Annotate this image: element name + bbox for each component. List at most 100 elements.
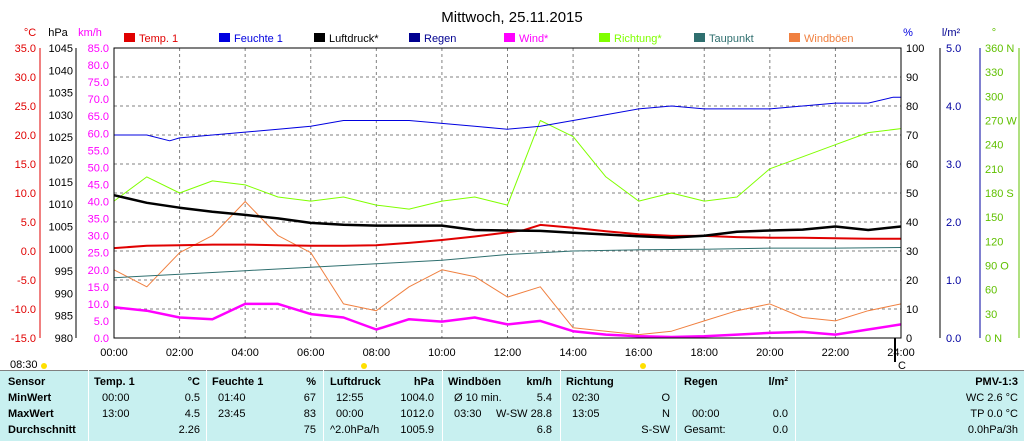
temp-tick-label: 25.0 [15,101,36,113]
pressure-unit-label: hPa [48,27,68,39]
series-line-luftdruck [113,193,902,239]
axis-unit-labels: °C hPa km/h% l/m² ° [24,27,996,39]
gusts-max-direction: W-SW [496,408,528,420]
direction-tick-label: 210 [985,164,1003,176]
legend-label: Temp. 1 [139,33,178,45]
time-tick-label: 08:00 [363,347,391,359]
row-label-avg: Durchschnitt [8,424,76,436]
rain-total: 0.0 [772,424,788,436]
legend-swatch [694,33,705,42]
time-tick-label: 02:00 [166,347,194,359]
time-marker-icon [361,363,367,369]
right-axes: 10090807060504030201005.04.03.02.01.00.0… [906,43,1020,345]
pressure-tick-label: 1015 [49,177,73,189]
legend-swatch [599,33,610,42]
temp-max-time: 13:00 [102,408,130,420]
time-tick-label: 20:00 [756,347,784,359]
temp-tick-label: -10.0 [11,304,36,316]
direction-tick-label: 330 [985,67,1003,79]
wind-tick-label: 70.0 [88,94,109,106]
direction-tick-label: 60 [985,285,997,297]
chart-grid [114,48,901,338]
humidity-max: 83 [303,408,316,420]
humidity-tick-label: 40 [906,217,918,229]
humidity-tick-label: 10 [906,304,918,316]
pressure-max: 1012.0 [400,408,434,420]
direction-tick-label: 180 S [985,188,1014,200]
humidity-tick-label: 70 [906,130,918,142]
temp-title: Temp. 1 [94,376,135,388]
humidity-tick-label: 0 [906,333,912,345]
row-label-sensor: Sensor [8,376,46,388]
weather-chart: Mittwoch, 25.11.2015 Temp. 1 Feuchte 1 Luf… [10,9,1020,370]
pressure-tick-label: 1005 [49,221,73,233]
direction-tick-label: 0 N [985,333,1002,345]
series-line-windb-en [113,201,902,336]
time-tick-label: 12:00 [494,347,522,359]
direction-tick-label: 300 [985,91,1003,103]
start-time: 08:30 [10,359,38,370]
rain-tick-label: 3.0 [946,159,961,171]
pressure-tick-label: 990 [55,288,73,300]
direction-max-time: 13:05 [572,408,600,420]
gusts-avg: 6.8 [536,424,552,436]
time-tick-label: 04:00 [231,347,259,359]
pressure-tick-label: 1035 [49,88,73,100]
temp-tick-label: 15.0 [15,159,36,171]
direction-tick-label: 360 N [985,43,1014,55]
pressure-tick-label: 1045 [49,43,73,55]
pressure-unit: hPa [413,376,434,388]
time-axis: 00:00 02:00 04:00 06:00 08:00 10:00 12:00 14:00… [100,347,915,359]
gusts-unit: km/h [526,376,552,388]
column-separator [560,370,561,441]
time-tick-label: 24:00 [887,347,915,359]
rain-tick-label: 2.0 [946,217,961,229]
wind-tick-label: 50.0 [88,162,109,174]
humidity-title: Feuchte 1 [212,376,264,388]
legend-swatch [789,33,800,42]
temp-max: 4.5 [184,408,200,420]
legend-label: Feuchte 1 [234,33,283,45]
direction-tick-label: 270 W [985,116,1017,128]
wind-tick-label: 55.0 [88,145,109,157]
time-tick-label: 00:00 [100,347,128,359]
temp-tick-label: 0.0 [21,246,36,258]
pressure-tick-label: 1030 [49,110,73,122]
direction-tick-label: 150 [985,212,1003,224]
column-separator [676,370,677,441]
wind-tick-label: 80.0 [88,60,109,72]
pmv-dewpoint: TP 0.0 °C [970,408,1018,420]
humidity-max-time: 23:45 [218,408,246,420]
pressure-tick-label: 1000 [49,244,73,256]
wind-tick-label: 5.0 [94,316,109,328]
pressure-max-time: 00:00 [336,408,364,420]
end-marker: C [898,360,906,370]
temp-tick-label: 10.0 [15,188,36,200]
legend-swatch [409,33,420,42]
legend-swatch [219,33,230,42]
column-separator [206,370,207,441]
humidity-tick-label: 80 [906,101,918,113]
time-marker-icon [640,363,646,369]
humidity-min: 67 [303,392,316,404]
humidity-min-time: 01:40 [218,392,246,404]
direction-tick-label: 90 O [985,261,1009,273]
wind-tick-label: 35.0 [88,214,109,226]
wind-tick-label: 45.0 [88,179,109,191]
pressure-title: Luftdruck [330,376,381,388]
pmv-windchill: WC 2.6 °C [965,392,1018,404]
direction-unit-label: ° [992,27,996,39]
wind-tick-label: 10.0 [88,299,109,311]
statistics-table: Sensor MinWert MaxWert Durchschnitt Temp… [0,370,1024,441]
chart-title: Mittwoch, 25.11.2015 [441,9,582,26]
series-line-taupunkt [113,247,902,279]
legend-label: Luftdruck* [329,33,379,45]
table-top-border [0,370,1024,371]
pressure-tick-label: 985 [55,311,73,323]
humidity-tick-label: 60 [906,159,918,171]
pressure-tick-label: 1025 [49,132,73,144]
temp-tick-label: 5.0 [21,217,36,229]
rain-max: 0.0 [772,408,788,420]
row-label-min: MinWert [8,392,52,404]
sunrise-marker-icon [41,363,47,369]
